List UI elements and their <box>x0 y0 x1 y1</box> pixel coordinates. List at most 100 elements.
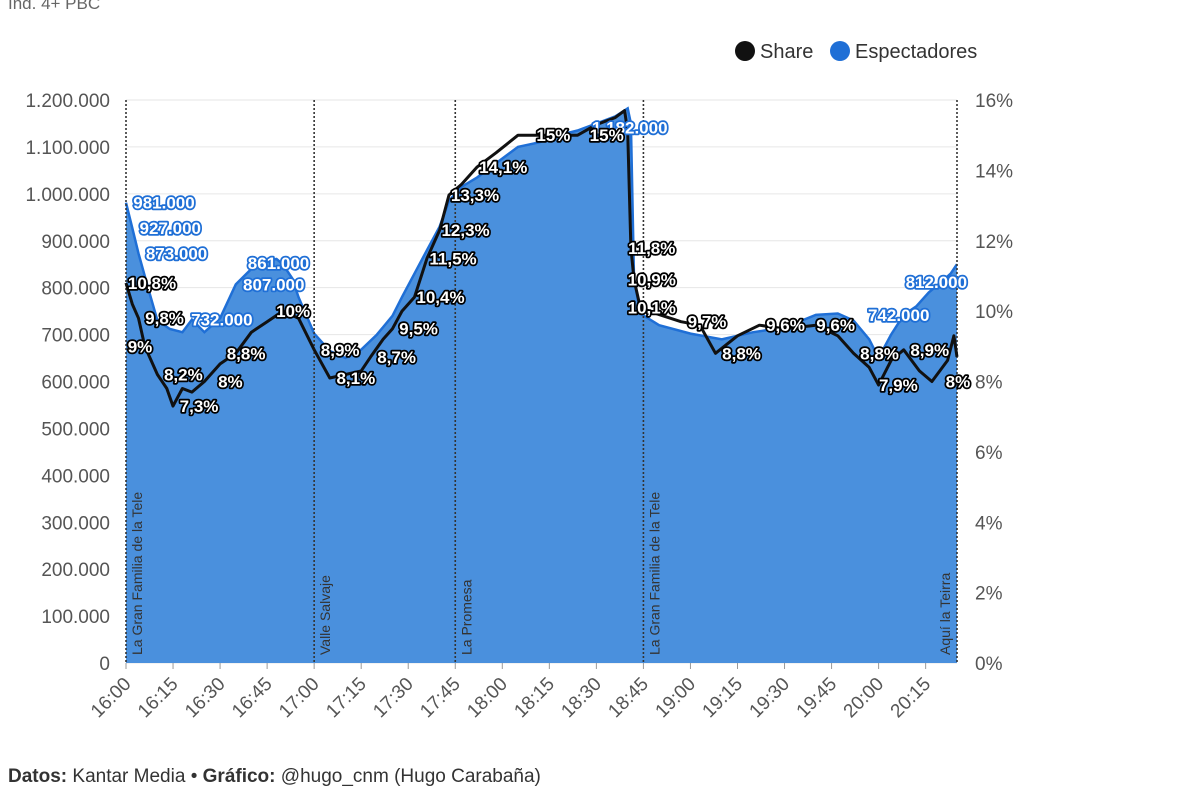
y-left-tick-label: 500.000 <box>41 419 110 440</box>
x-tick-label: 18:00 <box>463 674 511 722</box>
data-label: 9% <box>128 337 153 356</box>
legend: Share Espectadores <box>735 41 977 63</box>
spectators-data-label: 873.000 <box>146 244 207 263</box>
legend-marker <box>735 41 755 61</box>
data-labels-layer: 981.000 927.000 873.000 732.000 807.000 861.0… <box>126 117 972 418</box>
y-right-tick-label: 0% <box>975 654 1003 675</box>
data-label: 9,8% <box>145 309 184 328</box>
x-tick-label: 16:45 <box>228 674 276 722</box>
data-label: 8% <box>946 373 971 392</box>
data-label: 9,5% <box>399 320 438 339</box>
x-tick-label: 19:15 <box>699 674 747 722</box>
data-label: 8,1% <box>336 369 375 388</box>
x-tick-label: 17:45 <box>416 674 464 722</box>
y-right-tick-label: 8% <box>975 373 1003 394</box>
legend-label: Share <box>760 41 813 63</box>
data-label: 14,1% <box>479 158 527 177</box>
data-label: 8,7% <box>377 348 416 367</box>
data-label: 9,6% <box>816 316 855 335</box>
legend-label: Espectadores <box>855 41 977 63</box>
x-tick-label: 16:00 <box>87 674 135 722</box>
spectators-area <box>126 108 957 663</box>
program-label: La Promesa <box>458 579 474 655</box>
x-tick-label: 19:45 <box>793 674 841 722</box>
share-line-layer <box>124 109 959 408</box>
legend-marker <box>830 41 850 61</box>
data-label: 9,6% <box>766 316 805 335</box>
data-label: 8% <box>218 373 243 392</box>
x-tick-label: 17:15 <box>322 674 370 722</box>
x-tick-label: 18:30 <box>557 674 605 722</box>
data-label: 10,8% <box>128 274 176 293</box>
data-label: 11,8% <box>628 239 675 258</box>
spectators-line <box>124 106 959 361</box>
x-tick-label: 20:00 <box>840 674 888 722</box>
grafico-label: Gráfico: <box>202 766 276 787</box>
spectators-data-label: 861.000 <box>248 254 309 273</box>
data-label: 11,5% <box>429 249 476 268</box>
datos-label: Datos: <box>8 766 68 787</box>
data-label: 15% <box>536 126 570 145</box>
x-tick-label: 16:30 <box>181 674 229 722</box>
y-right-tick-label: 2% <box>975 584 1003 605</box>
y-left-tick-label: 600.000 <box>41 373 110 394</box>
x-tick-label: 17:00 <box>275 674 323 722</box>
x-tick-label: 20:15 <box>887 674 935 722</box>
y-right-tick-label: 12% <box>975 232 1013 253</box>
data-label: 10% <box>276 302 310 321</box>
data-label: 8,8% <box>227 344 266 363</box>
spectators-data-label: 742.000 <box>868 306 929 325</box>
y-left-tick-label: 900.000 <box>41 232 110 253</box>
y-left-tick-label: 0 <box>99 654 110 675</box>
x-tick-label: 19:00 <box>652 674 700 722</box>
program-label: Aquí la Teirra <box>937 573 953 655</box>
spectators-data-label: 1.182.000 <box>592 118 668 137</box>
y-left-tick-label: 1.200.000 <box>25 91 110 112</box>
datos-value: Kantar Media <box>72 766 186 787</box>
data-label: 7,9% <box>879 376 918 395</box>
program-label: La Gran Familia de la Tele <box>646 492 662 655</box>
data-label: 8,2% <box>164 365 203 384</box>
spectators-data-label: 807.000 <box>243 275 304 294</box>
data-label: 15% <box>590 126 624 145</box>
program-label: Valle Salvaje <box>317 575 333 655</box>
y-left-tick-label: 700.000 <box>41 326 110 347</box>
spectators-data-label: 927.000 <box>140 219 201 238</box>
chart-subtitle: Ind. 4+ PBC <box>8 0 101 13</box>
spectators-data-label: 812.000 <box>906 273 967 292</box>
spectators-area-layer <box>124 106 959 663</box>
y-right-tick-label: 10% <box>975 302 1013 323</box>
x-tick-label: 17:30 <box>369 674 417 722</box>
y-left-tick-label: 1.000.000 <box>25 185 110 206</box>
data-label: 13,3% <box>451 186 499 205</box>
data-label: 8,8% <box>860 344 899 363</box>
y-right-tick-label: 4% <box>975 513 1003 534</box>
data-label: 8,9% <box>910 341 949 360</box>
y-right-tick-label: 6% <box>975 443 1003 464</box>
x-tick-label: 18:15 <box>510 674 558 722</box>
data-label: 8,9% <box>321 341 360 360</box>
data-label: 10,9% <box>628 270 676 289</box>
x-tick-label: 19:30 <box>746 674 794 722</box>
y-left-tick-label: 200.000 <box>41 560 110 581</box>
data-label: 7,3% <box>180 397 219 416</box>
program-label: La Gran Familia de la Tele <box>129 492 145 655</box>
y-right-tick-label: 16% <box>975 91 1013 112</box>
share-line <box>124 109 959 408</box>
y-left-tick-label: 100.000 <box>41 607 110 628</box>
y-left-tick-label: 800.000 <box>41 279 110 300</box>
program-markers-layer: La Gran Familia de la Tele Valle Salvaje L… <box>125 100 958 663</box>
credits-footer: Datos: Kantar Media • Gráfico: @hugo_cnm… <box>8 766 541 788</box>
data-label: 9,7% <box>688 313 727 332</box>
data-label: 10,4% <box>416 288 464 307</box>
data-label: 10,1% <box>628 299 676 318</box>
y-left-tick-label: 300.000 <box>41 513 110 534</box>
footer-separator: • <box>185 766 203 787</box>
x-tick-label: 18:45 <box>604 674 652 722</box>
spectators-data-label: 981.000 <box>133 194 194 213</box>
data-label: 8,8% <box>722 344 761 363</box>
spectators-data-label: 732.000 <box>191 311 252 330</box>
grafico-value: @hugo_cnm (Hugo Carabaña) <box>280 766 541 787</box>
x-tick-label: 16:15 <box>134 674 182 722</box>
